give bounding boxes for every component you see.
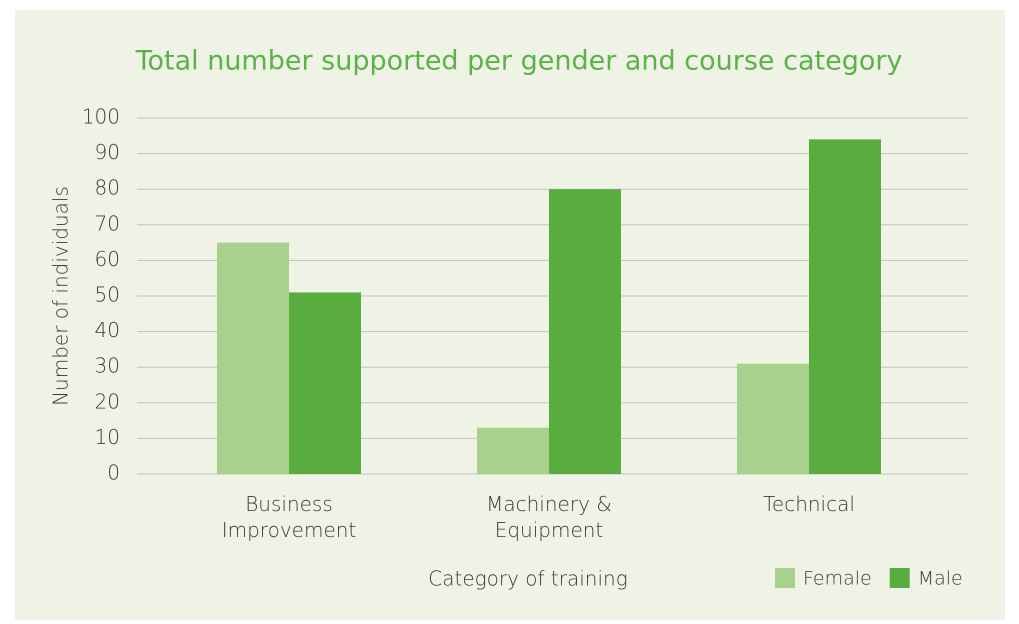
y-tick-label: 20 bbox=[95, 389, 120, 413]
bar bbox=[737, 363, 809, 474]
y-tick-label: 90 bbox=[95, 140, 120, 164]
y-tick-label: 60 bbox=[95, 247, 120, 271]
legend-swatch bbox=[775, 568, 795, 588]
y-tick-label: 40 bbox=[95, 318, 120, 342]
y-tick-label: 70 bbox=[95, 211, 120, 235]
x-axis-label: Category of training bbox=[428, 567, 627, 591]
y-tick-label: 0 bbox=[107, 461, 120, 485]
y-tick-label: 80 bbox=[95, 176, 120, 200]
x-tick-label: Machinery & Equipment bbox=[486, 492, 612, 542]
bar bbox=[809, 139, 881, 475]
chart-title: Total number supported per gender and co… bbox=[135, 46, 903, 77]
y-tick-label: 10 bbox=[95, 425, 120, 449]
legend-swatch bbox=[889, 568, 910, 588]
y-tick-label: 30 bbox=[95, 354, 120, 378]
bar bbox=[289, 292, 361, 474]
legend-label: Male bbox=[918, 568, 963, 590]
bar bbox=[549, 189, 621, 474]
legend-label: Female bbox=[803, 568, 872, 590]
bar bbox=[217, 242, 289, 474]
bar bbox=[477, 427, 549, 474]
x-tick-label: Technical bbox=[763, 492, 855, 516]
y-axis-label: Number of individuals bbox=[49, 186, 73, 406]
y-tick-label: 100 bbox=[82, 105, 120, 129]
x-tick-label: Business Improvement bbox=[221, 492, 357, 542]
y-tick-label: 50 bbox=[95, 283, 120, 307]
